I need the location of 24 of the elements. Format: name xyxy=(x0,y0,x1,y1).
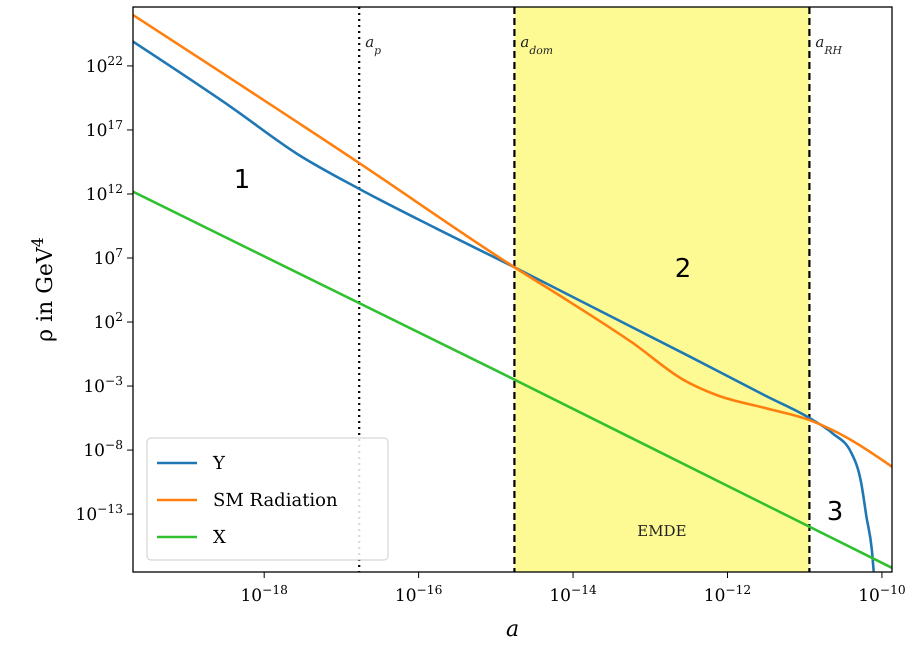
y-tick-label: 10$^{22}$ xyxy=(86,54,123,77)
annotation: 3 xyxy=(826,497,844,528)
legend-label: SM Radiation xyxy=(213,490,338,511)
ref-line-label: a$_{p}$ xyxy=(365,33,382,56)
legend-label: X xyxy=(213,527,226,548)
annotation: 2 xyxy=(674,254,692,284)
x-axis-title: a xyxy=(506,617,520,642)
x-tick-label: 10$^{−18}$ xyxy=(240,583,288,606)
y-tick-label: 10$^{−8}$ xyxy=(83,438,123,462)
x-tick-label: 10$^{−10}$ xyxy=(858,583,906,606)
y-tick-label: 10$^{12}$ xyxy=(86,182,123,205)
annotation: 1 xyxy=(234,165,250,196)
x-tick-label: 10$^{−12}$ xyxy=(704,583,752,606)
band-label: EMDE xyxy=(637,522,687,540)
y-tick-label: 10$^{17}$ xyxy=(86,118,123,141)
ref-line-label: a$_{dom}$ xyxy=(520,33,554,56)
y-tick-label: 10$^{7}$ xyxy=(94,246,123,269)
y-tick-label: 10$^{−13}$ xyxy=(76,502,123,526)
y-tick-label: 10$^{2}$ xyxy=(94,310,123,334)
x-tick-label: 10$^{−16}$ xyxy=(394,583,443,606)
x-tick-label: 10$^{−14}$ xyxy=(549,583,598,606)
y-tick-label: 10$^{−3}$ xyxy=(83,374,123,398)
ref-line-label: a$_{RH}$ xyxy=(815,33,842,56)
legend-label: Y xyxy=(212,453,226,474)
